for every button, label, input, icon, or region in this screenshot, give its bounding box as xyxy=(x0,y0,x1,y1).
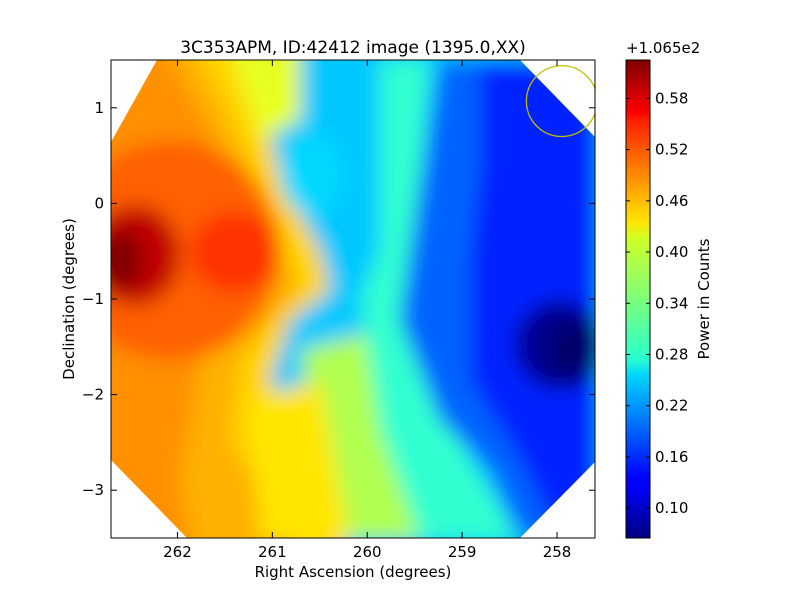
x-tick-label: 258 xyxy=(543,543,572,561)
beam-circle xyxy=(525,65,595,138)
colorbar-offset-text: +1.065e2 xyxy=(626,39,700,57)
colorbar-tick-label: 0.46 xyxy=(655,192,688,210)
colorbar-label: Power in Counts xyxy=(695,238,713,359)
x-axis-label: Right Ascension (degrees) xyxy=(255,563,452,581)
colorbar-tick-label: 0.10 xyxy=(655,499,688,517)
colorbar-ticks: 0.58 0.52 0.46 0.40 0.34 0.28 0.22 0.16 0.10 xyxy=(626,89,688,517)
y-tick-label: 1 xyxy=(94,99,104,117)
colorbar-tick-label: 0.34 xyxy=(655,294,688,312)
chart-title: 3C353APM, ID:42412 image (1395.0,XX) xyxy=(180,38,526,58)
colorbar-tick-label: 0.28 xyxy=(655,345,688,363)
x-axis: 262 261 260 259 258 xyxy=(163,60,571,561)
y-axis-label: Declination (degrees) xyxy=(60,218,78,380)
y-axis: 1 0 −1 −2 −3 xyxy=(82,99,595,499)
y-tick-label: −2 xyxy=(82,386,104,404)
colorbar-gradient xyxy=(625,59,651,539)
y-tick-label: −1 xyxy=(82,290,104,308)
colorbar-tick-label: 0.40 xyxy=(655,243,688,261)
colorbar-tick-label: 0.58 xyxy=(655,89,688,107)
colorbar-tick-label: 0.22 xyxy=(655,397,688,415)
x-tick-label: 261 xyxy=(258,543,287,561)
colorbar-tick-label: 0.52 xyxy=(655,141,688,159)
x-tick-label: 260 xyxy=(353,543,382,561)
intensity-map xyxy=(111,60,595,538)
colorbar: 0.58 0.52 0.46 0.40 0.34 0.28 0.22 0.16 0.10 +1.… xyxy=(625,39,713,539)
x-tick-label: 259 xyxy=(448,543,477,561)
colorbar-tick-label: 0.16 xyxy=(655,448,688,466)
y-tick-label: 0 xyxy=(94,194,104,212)
x-tick-label: 262 xyxy=(163,543,192,561)
y-tick-label: −3 xyxy=(82,481,104,499)
plot-area xyxy=(111,60,595,538)
